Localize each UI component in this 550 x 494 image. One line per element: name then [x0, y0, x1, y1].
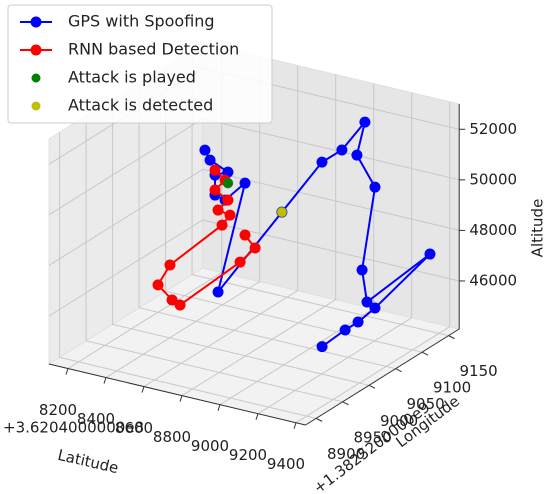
- point: [209, 164, 221, 176]
- point: [352, 316, 364, 328]
- point: [356, 264, 368, 276]
- grid-line: [138, 82, 396, 370]
- y-tick-label: 8900: [327, 445, 365, 463]
- legend-label: GPS with Spoofing: [68, 12, 215, 31]
- point: [166, 294, 178, 306]
- x-axis-line: [48, 363, 306, 426]
- grid-line: [85, 115, 343, 403]
- point: [369, 302, 381, 314]
- x-tick-label: 8200: [39, 401, 77, 419]
- y-tick: [448, 335, 455, 340]
- point: [204, 154, 216, 166]
- legend: GPS with Spoofing RNN based Detection Atta…: [7, 4, 273, 124]
- point: [224, 209, 236, 221]
- point: [316, 156, 328, 168]
- legend-marker: [31, 101, 41, 111]
- grid-line: [257, 92, 413, 415]
- point: [239, 177, 251, 189]
- x-tick: [65, 368, 69, 375]
- x-tick-label: 9000: [191, 437, 229, 455]
- z-axis-label: Altitude: [529, 199, 547, 258]
- point: [216, 219, 228, 231]
- point: [212, 204, 224, 216]
- y-tick-label: 9150: [460, 362, 498, 380]
- x-tick: [141, 386, 145, 393]
- y-tick-label: 9100: [433, 379, 471, 397]
- legend-label: RNN based Detection: [68, 40, 239, 59]
- y-tick-label: 9050: [407, 395, 445, 413]
- y-tick-label: 8950: [354, 428, 392, 446]
- point: [249, 242, 261, 254]
- point: [351, 149, 363, 161]
- y-tick: [315, 417, 323, 422]
- x-offset-label: +3.6204000000e8: [3, 419, 144, 437]
- grid-line: [143, 65, 299, 388]
- legend-box: [7, 4, 273, 124]
- x-tick: [293, 422, 297, 429]
- x-tick: [179, 395, 183, 402]
- x-tick-label: 9400: [267, 455, 305, 473]
- x-tick-label: 9200: [229, 446, 267, 464]
- point: [174, 299, 186, 311]
- point: [276, 206, 288, 218]
- point: [339, 324, 351, 336]
- x-tick-label: 8600: [115, 419, 153, 437]
- point: [234, 256, 246, 268]
- point: [359, 116, 371, 128]
- point: [222, 194, 234, 206]
- grid-line: [48, 219, 460, 317]
- grid-line: [181, 74, 337, 397]
- y-tick: [368, 384, 376, 389]
- legend-label: Attack is detected: [68, 96, 213, 115]
- y-tick: [421, 351, 429, 356]
- x-tick: [103, 377, 107, 384]
- grid-line: [105, 56, 261, 379]
- point: [239, 229, 251, 241]
- point: [212, 286, 224, 298]
- legend-marker: [30, 16, 42, 28]
- z-tick-label: 50000: [469, 170, 517, 188]
- point: [152, 279, 164, 291]
- point: [199, 144, 211, 156]
- z-tick-label: 52000: [469, 120, 517, 138]
- legend-label: Attack is played: [68, 68, 196, 87]
- grid-line: [165, 66, 423, 353]
- grid-line: [295, 101, 451, 424]
- y-tick-label: 9000: [380, 412, 418, 430]
- grid-line: [191, 49, 449, 337]
- legend-marker: [31, 73, 41, 83]
- x-tick-label: 8800: [153, 428, 191, 446]
- grid-line: [48, 168, 460, 266]
- x-tick: [255, 413, 259, 420]
- grid-line: [112, 99, 370, 386]
- x-tick: [217, 404, 221, 411]
- point: [209, 184, 221, 196]
- point: [316, 341, 328, 353]
- legend-marker: [30, 44, 42, 56]
- point: [222, 177, 234, 189]
- point: [164, 259, 176, 271]
- y-axis-line: [305, 328, 460, 426]
- y-tick: [395, 368, 402, 373]
- z-tick-label: 46000: [469, 271, 517, 289]
- point: [361, 296, 373, 308]
- z-tick-label: 48000: [469, 221, 517, 239]
- point: [336, 144, 348, 156]
- x-axis-label: Latitude: [56, 446, 120, 477]
- point: [369, 181, 381, 193]
- y-tick: [342, 401, 349, 406]
- x-tick-label: 8400: [77, 410, 115, 428]
- point: [424, 248, 436, 260]
- grid-line: [59, 132, 317, 419]
